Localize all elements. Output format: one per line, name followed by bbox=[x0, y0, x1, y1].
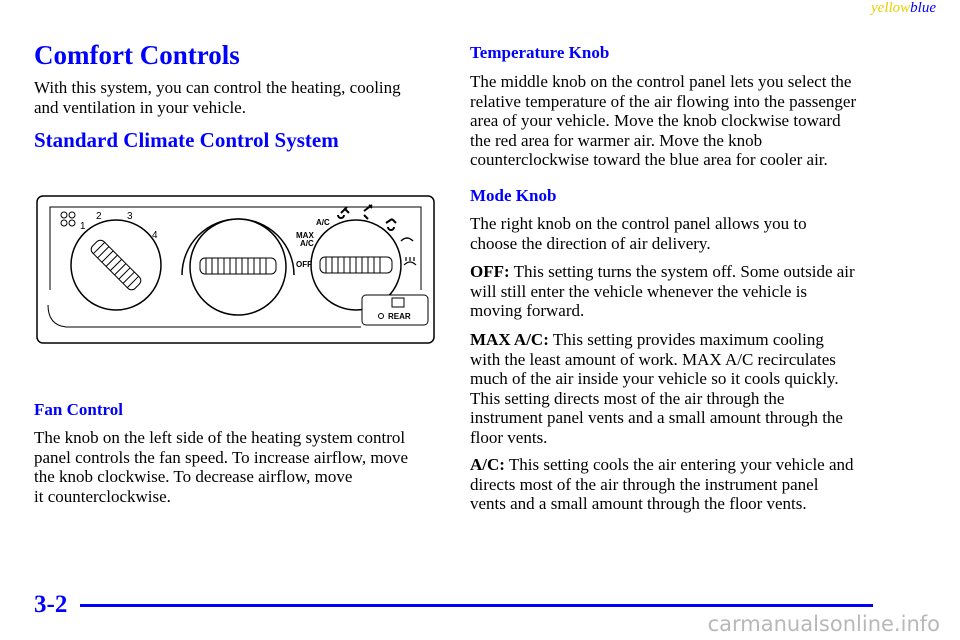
mode-label: A/C bbox=[316, 218, 330, 227]
fan-label: 3 bbox=[127, 211, 133, 222]
text-line: directs most of the air through the inst… bbox=[470, 475, 854, 495]
mode-label: MAX bbox=[296, 231, 314, 240]
climate-panel-figure: 1 2 3 4 A/C MAX A/C OFF REAR bbox=[36, 195, 435, 344]
text-line: counterclockwise toward the blue area fo… bbox=[470, 150, 828, 170]
text-line: The middle knob on the control panel let… bbox=[470, 72, 852, 91]
text-line: vents and a small amount through the flo… bbox=[470, 494, 854, 514]
fan-heading: Fan Control bbox=[34, 400, 123, 419]
text-line: it counterclockwise. bbox=[34, 486, 171, 506]
fan-icon bbox=[60, 211, 76, 227]
off-text: OFF: This setting turns the system off. … bbox=[470, 262, 855, 321]
mode-label: A/C bbox=[300, 239, 314, 248]
mode-heading: Mode Knob bbox=[470, 186, 557, 205]
mode-knob bbox=[310, 219, 402, 311]
fan-text: The knob on the left side of the heating… bbox=[34, 428, 408, 506]
title: Comfort Controls bbox=[34, 40, 240, 70]
setting-text: This setting turns the system off. Some … bbox=[509, 262, 855, 281]
temp-heading: Temperature Knob bbox=[470, 43, 610, 62]
page-number: 3-2 bbox=[34, 591, 68, 618]
max-ac-text: MAX A/C: This setting provides maximum c… bbox=[470, 330, 843, 448]
subtitle: Standard Climate Control System bbox=[34, 128, 339, 152]
mode-text: The right knob on the control panel allo… bbox=[470, 214, 807, 253]
header-blue: blue bbox=[910, 0, 936, 16]
text-line: The right knob on the control panel allo… bbox=[470, 214, 807, 233]
rear-button bbox=[361, 294, 429, 326]
footer-rule bbox=[80, 604, 873, 607]
setting-text: vents and a small amount through the flo… bbox=[470, 494, 807, 514]
mode-label: OFF bbox=[296, 260, 312, 269]
text-line: OFF: This setting turns the system off. … bbox=[470, 262, 855, 282]
setting-label: MAX A/C: bbox=[470, 330, 549, 349]
text-line: moving forward. bbox=[470, 301, 855, 321]
fan-knob bbox=[70, 219, 162, 311]
text-line: The knob on the left side of the heating… bbox=[34, 428, 406, 447]
setting-label: OFF: bbox=[470, 262, 510, 281]
text-line: the knob clockwise. To decrease airflow,… bbox=[34, 467, 353, 487]
fan-label: 2 bbox=[96, 211, 102, 222]
text-line: MAX A/C: This setting provides maximum c… bbox=[470, 330, 843, 350]
text-line: With this system, you can control the he… bbox=[34, 78, 401, 97]
rear-label: REAR bbox=[388, 312, 411, 321]
text-line: will still enter the vehicle whenever th… bbox=[470, 282, 855, 302]
setting-text: floor vents. bbox=[470, 427, 548, 447]
text-line: much of the air inside your vehicle so i… bbox=[470, 369, 843, 389]
text-line: instrument panel vents and a small amoun… bbox=[470, 408, 843, 428]
setting-text: with the least amount of work. MAX A/C r… bbox=[470, 349, 836, 369]
text-line: floor vents. bbox=[470, 428, 843, 448]
setting-label: A/C: bbox=[470, 455, 505, 474]
text-line: relative temperature of the air flowing … bbox=[470, 91, 857, 111]
mode-icons bbox=[337, 204, 417, 266]
setting-text: moving forward. bbox=[470, 301, 585, 321]
setting-text: directs most of the air through the inst… bbox=[470, 474, 819, 494]
setting-text: instrument panel vents and a small amoun… bbox=[470, 408, 843, 428]
text-line: and ventilation in your vehicle. bbox=[34, 97, 246, 117]
text-line: A/C: This setting cools the air entering… bbox=[470, 455, 854, 475]
text-line: area of your vehicle. Move the knob cloc… bbox=[470, 111, 841, 131]
watermark: carmanualsonline.info bbox=[707, 612, 940, 636]
intro: With this system, you can control the he… bbox=[34, 78, 401, 117]
fan-label: 4 bbox=[152, 230, 158, 241]
text-line: choose the direction of air delivery. bbox=[470, 233, 711, 253]
panel-inner bbox=[49, 206, 422, 290]
text-line: panel controls the fan speed. To increas… bbox=[34, 447, 409, 467]
panel-lip bbox=[47, 304, 361, 328]
header-colors: yellowblue bbox=[871, 0, 936, 17]
setting-text: much of the air inside your vehicle so i… bbox=[470, 369, 839, 389]
temp-text: The middle knob on the control panel let… bbox=[470, 72, 856, 170]
text-line: the red area for warmer air. Move the kn… bbox=[470, 130, 763, 150]
setting-text: This setting cools the air entering your… bbox=[504, 455, 854, 474]
setting-text: will still enter the vehicle whenever th… bbox=[470, 281, 808, 301]
header-yellow: yellow bbox=[871, 0, 911, 16]
setting-text: This setting provides maximum cooling bbox=[548, 330, 824, 349]
fan-label: 1 bbox=[80, 221, 86, 232]
ac-text: A/C: This setting cools the air entering… bbox=[470, 455, 854, 514]
temp-knob bbox=[181, 218, 295, 316]
text-line: This setting directs most of the air thr… bbox=[470, 389, 843, 409]
text-line: with the least amount of work. MAX A/C r… bbox=[470, 350, 843, 370]
setting-text: This setting directs most of the air thr… bbox=[470, 388, 785, 408]
